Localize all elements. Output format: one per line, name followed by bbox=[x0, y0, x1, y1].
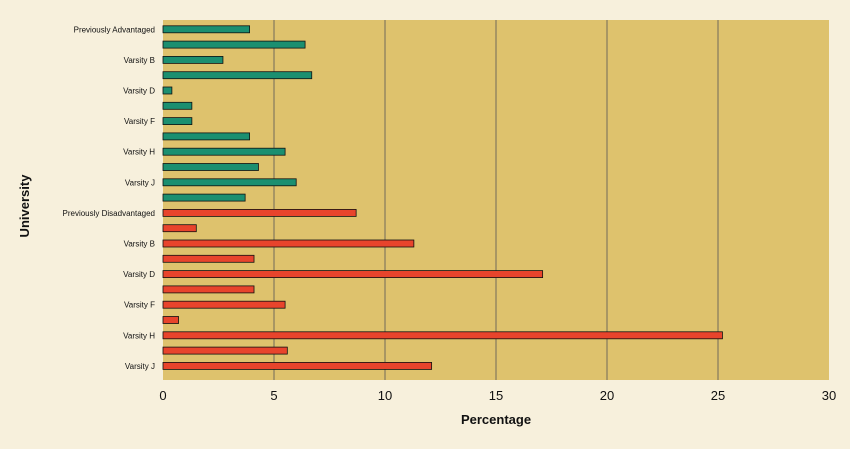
bars bbox=[162, 25, 723, 370]
x-tick-label: 0 bbox=[159, 388, 166, 403]
category-label: Varsity B bbox=[124, 56, 155, 65]
bar bbox=[162, 163, 259, 171]
bar bbox=[162, 316, 179, 324]
x-axis-title: Percentage bbox=[461, 412, 531, 427]
bar bbox=[162, 270, 544, 279]
bar bbox=[162, 193, 246, 202]
bar bbox=[162, 300, 286, 309]
bar bbox=[162, 361, 433, 370]
x-tick-label: 10 bbox=[378, 388, 392, 403]
bar bbox=[162, 147, 286, 156]
gridlines bbox=[273, 20, 719, 380]
category-label: Previously Disadvantaged bbox=[63, 209, 156, 218]
bar bbox=[162, 346, 288, 355]
x-tick-label: 5 bbox=[270, 388, 277, 403]
x-tick-label: 30 bbox=[822, 388, 836, 403]
bar bbox=[162, 331, 723, 340]
category-label: Varsity F bbox=[124, 301, 155, 310]
y-axis-title: University bbox=[17, 174, 32, 238]
bar bbox=[162, 56, 224, 64]
category-label: Varsity D bbox=[123, 87, 155, 96]
category-label: Varsity J bbox=[125, 362, 155, 371]
category-labels: Previously Advantaged Varsity B Varsity D V… bbox=[63, 25, 156, 371]
bar bbox=[162, 101, 193, 110]
category-label: Varsity J bbox=[125, 178, 155, 187]
category-label: Varsity H bbox=[123, 331, 155, 340]
category-label: Varsity B bbox=[124, 240, 155, 249]
category-label: Varsity D bbox=[123, 270, 155, 279]
bar bbox=[162, 208, 357, 217]
x-tick-labels: 0 5 10 15 20 25 30 bbox=[159, 388, 836, 403]
category-label: Varsity H bbox=[123, 148, 155, 157]
bar bbox=[162, 285, 255, 294]
bar bbox=[162, 40, 306, 49]
bar bbox=[162, 71, 313, 80]
bar bbox=[162, 86, 173, 95]
x-tick-label: 25 bbox=[711, 388, 725, 403]
bar bbox=[162, 254, 255, 263]
bar bbox=[162, 117, 193, 125]
x-tick-label: 20 bbox=[600, 388, 614, 403]
x-tick-label: 15 bbox=[489, 388, 503, 403]
bar bbox=[162, 25, 250, 34]
category-label: Previously Advantaged bbox=[74, 25, 155, 34]
bar bbox=[162, 224, 197, 233]
bar bbox=[162, 178, 297, 187]
bar bbox=[162, 239, 415, 248]
bar bbox=[162, 132, 250, 141]
category-label: Varsity F bbox=[124, 117, 155, 126]
